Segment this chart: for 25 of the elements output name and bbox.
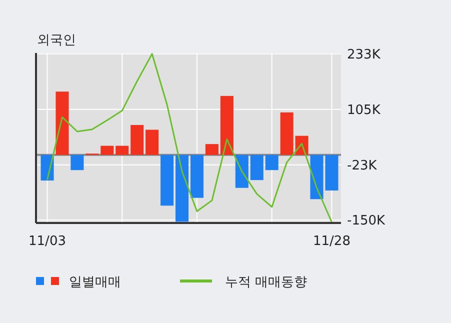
y-tick-label: -23K [347, 158, 378, 174]
bar [220, 96, 234, 155]
bar [250, 154, 264, 180]
bar [130, 124, 144, 155]
bar [100, 146, 114, 155]
bar [70, 154, 84, 170]
y-tick-label: 233K [347, 47, 381, 62]
chart-title: 외국인 [37, 33, 76, 48]
y-tick-label: -150K [347, 214, 386, 229]
y-tick-label: 105K [347, 102, 381, 118]
x-tick-label: 11/28 [313, 234, 350, 249]
bar [205, 144, 218, 155]
legend-label: 일별매매 [69, 275, 121, 290]
legend-label: 누적 매매동향 [225, 275, 308, 290]
bar [190, 154, 204, 198]
bar [146, 130, 159, 155]
bar [176, 154, 189, 222]
x-tick-label: 11/03 [28, 234, 66, 249]
bar [280, 112, 294, 155]
bar [160, 154, 174, 206]
bar [235, 154, 248, 188]
bar [265, 154, 278, 170]
bar [56, 92, 69, 155]
bar [116, 146, 129, 155]
line-series [46, 53, 332, 223]
